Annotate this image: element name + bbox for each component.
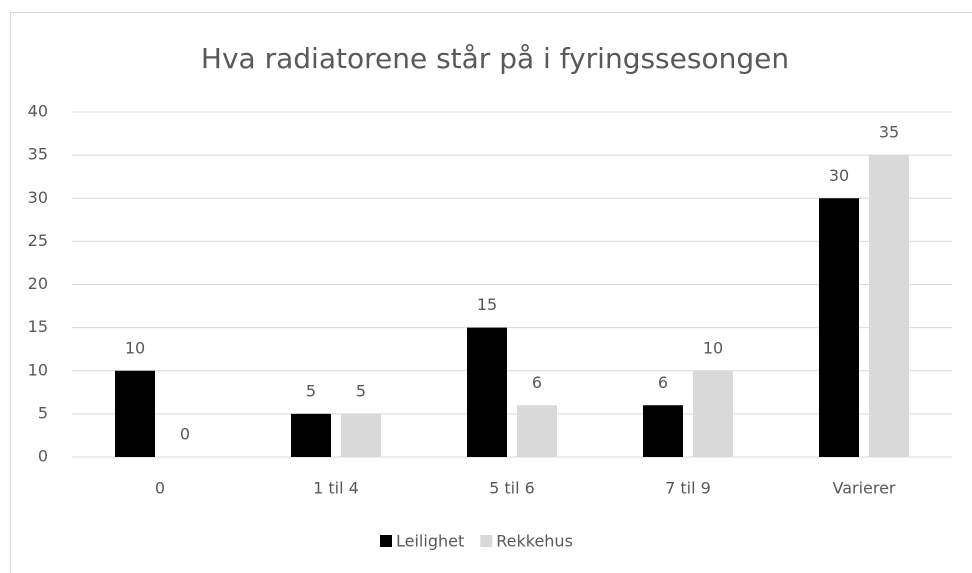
bar bbox=[693, 370, 733, 457]
bar bbox=[517, 405, 557, 457]
data-label: 6 bbox=[532, 373, 542, 392]
legend-label: Leilighet bbox=[396, 532, 464, 551]
legend-swatch bbox=[480, 535, 493, 547]
data-label: 10 bbox=[125, 338, 145, 357]
x-tick-label: 7 til 9 bbox=[665, 479, 711, 498]
y-tick-label: 0 bbox=[38, 447, 48, 466]
bar bbox=[115, 370, 155, 457]
bar bbox=[869, 155, 909, 457]
data-label: 5 bbox=[306, 381, 316, 400]
bar bbox=[643, 405, 683, 457]
data-label: 5 bbox=[356, 381, 366, 400]
data-label: 10 bbox=[703, 338, 723, 357]
chart-border bbox=[10, 12, 972, 573]
y-tick-label: 20 bbox=[28, 274, 48, 293]
bar bbox=[467, 327, 507, 457]
y-tick-label: 40 bbox=[28, 102, 48, 121]
y-tick-label: 30 bbox=[28, 188, 48, 207]
legend-label: Rekkehus bbox=[496, 532, 573, 551]
x-tick-label: 5 til 6 bbox=[489, 479, 535, 498]
x-tick-label: Varierer bbox=[832, 479, 895, 498]
data-label: 35 bbox=[879, 123, 899, 142]
data-label: 30 bbox=[829, 166, 849, 185]
x-tick-label: 1 til 4 bbox=[313, 479, 359, 498]
chart-title: Hva radiatorene står på i fyringssesonge… bbox=[201, 42, 789, 75]
data-label: 6 bbox=[658, 373, 668, 392]
legend-swatch bbox=[380, 535, 392, 547]
y-tick-label: 10 bbox=[28, 360, 48, 379]
bar bbox=[819, 198, 859, 457]
y-tick-label: 25 bbox=[28, 231, 48, 250]
data-label: 15 bbox=[477, 295, 497, 314]
data-label: 0 bbox=[180, 425, 190, 444]
y-tick-label: 5 bbox=[38, 403, 48, 422]
bar bbox=[291, 413, 331, 457]
bar bbox=[341, 413, 381, 457]
y-tick-label: 35 bbox=[28, 145, 48, 164]
x-tick-label: 0 bbox=[155, 479, 165, 498]
y-tick-label: 15 bbox=[28, 317, 48, 336]
